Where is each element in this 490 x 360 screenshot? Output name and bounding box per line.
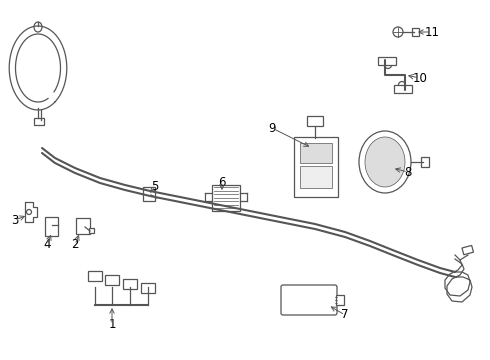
Ellipse shape (34, 22, 42, 32)
Bar (462, 246, 473, 255)
Ellipse shape (365, 137, 405, 187)
Bar (336, 295, 344, 305)
Bar (89, 228, 94, 233)
Text: 8: 8 (404, 166, 412, 179)
Bar (421, 157, 429, 167)
Bar (34, 118, 44, 125)
Text: 6: 6 (218, 175, 226, 189)
Text: 9: 9 (268, 122, 276, 135)
Text: 3: 3 (11, 213, 19, 226)
Text: 5: 5 (151, 180, 159, 194)
Bar (123, 279, 137, 289)
Text: 7: 7 (341, 309, 349, 321)
Bar (105, 275, 119, 285)
Text: 11: 11 (424, 26, 440, 39)
Bar (300, 143, 332, 163)
Ellipse shape (359, 131, 411, 193)
FancyBboxPatch shape (75, 217, 90, 234)
Bar (212, 185, 240, 211)
FancyBboxPatch shape (294, 137, 338, 197)
Text: 10: 10 (413, 72, 427, 85)
Bar (300, 166, 332, 188)
Text: 4: 4 (43, 238, 51, 252)
FancyBboxPatch shape (281, 285, 337, 315)
Bar (412, 28, 419, 36)
Bar (378, 57, 396, 65)
FancyBboxPatch shape (143, 187, 155, 201)
Bar (307, 116, 323, 126)
Bar (394, 85, 412, 93)
Text: 1: 1 (108, 319, 116, 332)
Bar (88, 271, 102, 281)
FancyBboxPatch shape (45, 216, 57, 235)
Text: 2: 2 (71, 238, 79, 252)
Bar (141, 283, 155, 293)
